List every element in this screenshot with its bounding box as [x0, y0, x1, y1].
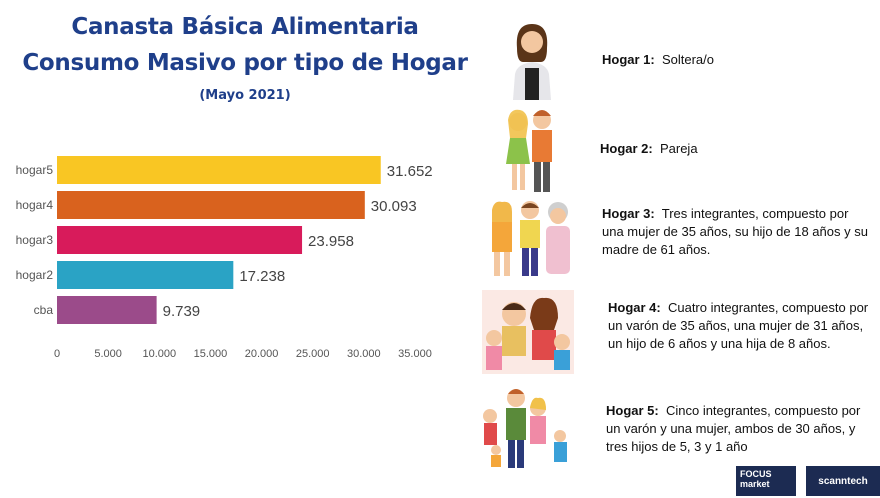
four-member-family-icon [482, 290, 574, 374]
x-tick-label: 20.000 [245, 348, 279, 360]
x-tick-label: 35.000 [398, 348, 432, 360]
chart-period: (Mayo 2021) [199, 88, 291, 103]
household-3-desc: Hogar 3: Tres integrantes, compuesto por… [602, 205, 872, 259]
bar-hogar2 [57, 261, 234, 289]
household-2-label: Hogar 2: [600, 141, 653, 156]
category-label-hogar3: hogar3 [16, 233, 54, 247]
x-tick-label: 0 [54, 348, 60, 360]
bar-cba [57, 296, 157, 324]
household-3-text: Tres integrantes, compuesto por una muje… [602, 206, 868, 257]
single-woman-icon [513, 24, 551, 100]
bar-hogar3 [57, 226, 303, 254]
household-5-text: Cinco integrantes, compuesto por un varó… [606, 403, 861, 454]
chart-title-line2: Consumo Masivo por tipo de Hogar [22, 50, 468, 76]
x-tick-label: 25.000 [296, 348, 330, 360]
x-tick-label: 15.000 [194, 348, 228, 360]
household-5-desc: Hogar 5: Cinco integrantes, compuesto po… [606, 402, 876, 456]
category-label-hogar2: hogar2 [16, 268, 54, 282]
value-label-hogar2: 17.238 [239, 268, 285, 285]
five-member-family-icon [483, 389, 567, 468]
three-member-family-icon [492, 201, 570, 276]
value-label-hogar4: 30.093 [371, 198, 417, 215]
value-label-cba: 9.739 [163, 303, 201, 320]
x-tick-label: 5.000 [94, 348, 122, 360]
household-1-label: Hogar 1: [602, 52, 655, 67]
x-tick-label: 30.000 [347, 348, 381, 360]
bar-hogar5 [57, 156, 381, 184]
household-2-text: Pareja [659, 141, 698, 156]
household-1-desc: Hogar 1: Soltera/o [602, 51, 714, 69]
scanntech-logo: scanntech [806, 466, 880, 496]
bar-hogar4 [57, 191, 365, 219]
household-4-desc: Hogar 4: Cuatro integrantes, compuesto p… [608, 299, 878, 353]
value-label-hogar5: 31.652 [387, 163, 433, 180]
chart-title-line1: Canasta Básica Alimentaria [71, 14, 419, 40]
household-5-label: Hogar 5: [606, 403, 659, 418]
household-4-text: Cuatro integrantes, compuesto por un var… [608, 300, 869, 351]
household-1-text: Soltera/o [661, 52, 715, 67]
x-tick-label: 10.000 [142, 348, 176, 360]
household-2-desc: Hogar 2: Pareja [600, 140, 698, 158]
sponsor-logos: FOCUS market scanntech [736, 464, 880, 498]
couple-icon [506, 109, 552, 192]
household-3-label: Hogar 3: [602, 206, 655, 221]
category-label-hogar4: hogar4 [16, 198, 54, 212]
household-4-label: Hogar 4: [608, 300, 661, 315]
category-label-hogar5: hogar5 [16, 163, 54, 177]
value-label-hogar3: 23.958 [308, 233, 354, 250]
focus-market-logo: FOCUS market [736, 466, 796, 496]
category-label-cba: cba [34, 303, 54, 317]
bar-chart: hogar5 31.652 hogar4 30.093 hogar3 23.958 hoga… [16, 156, 433, 360]
